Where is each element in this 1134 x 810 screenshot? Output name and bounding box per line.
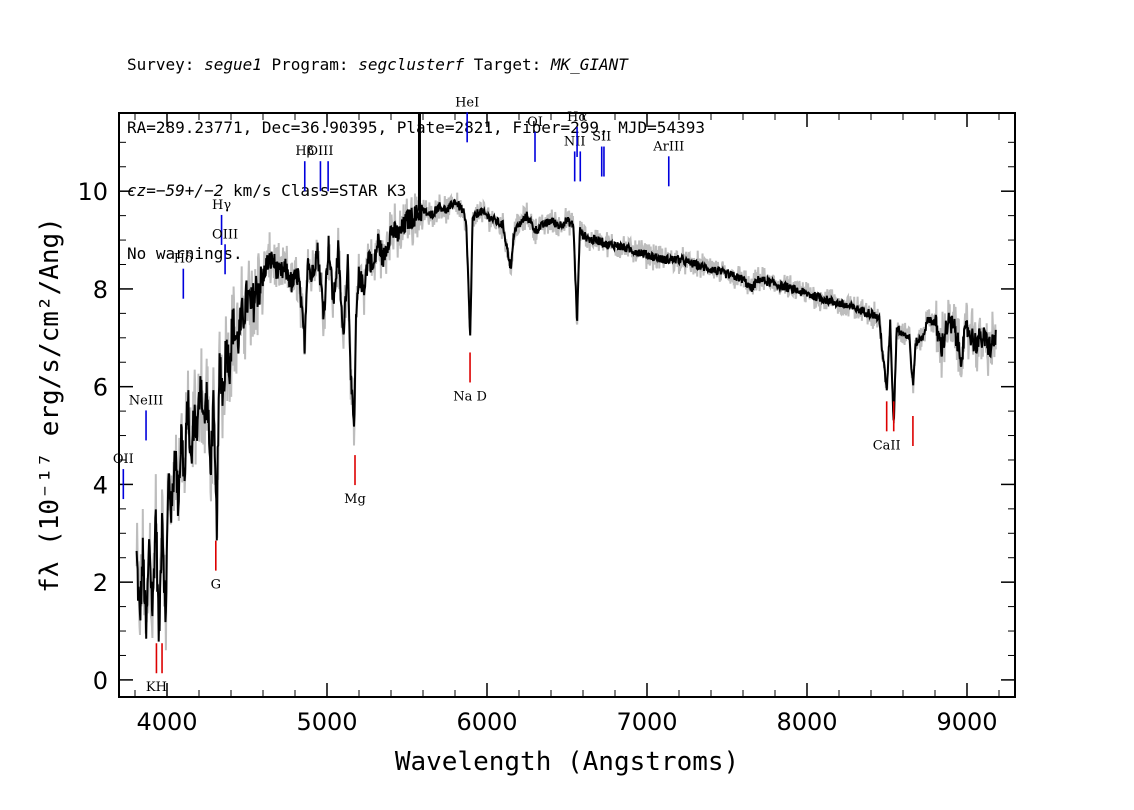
x-tick-label: 8000 [776,708,837,736]
target-label: Target: [464,55,551,74]
emission-line-label: ArIII [652,139,684,154]
survey-value: segue1 [204,55,262,74]
cz-label: cz [127,181,147,200]
y-tick-label: 10 [77,178,108,206]
header-line-coordinates: RA=289.23771, Dec=36.90395, Plate=2821, … [127,118,705,137]
absorption-line-label: KH [146,680,167,695]
x-axis-title: Wavelength (Angstroms) [395,747,739,777]
flux-error-band [135,192,997,651]
program-value: segclusterf [358,55,465,74]
emission-line-label: Hβ [295,144,314,159]
emission-line-label: Hγ [212,198,231,213]
cz-value: =−59+/−2 [146,181,224,200]
y-axis-title: fλ (10⁻¹⁷ erg/s/cm²/Ang) [35,217,65,593]
plot-frame [118,112,1016,698]
emission-line-label: HeI [455,95,479,110]
x-tick-label: 7000 [616,708,677,736]
program-label: Program: [261,55,359,74]
y-tick-label: 4 [93,471,108,499]
header-line-redshift: cz=−59+/−2 km/s Class=STAR K3 [127,180,705,201]
absorption-line-label: G [211,578,221,593]
x-tick-label: 6000 [456,708,517,736]
header-line-survey: Survey: segue1 Program: segclusterf Targ… [127,54,705,75]
target-value: MK_GIANT [550,55,628,74]
absorption-line-label: Mg [344,492,366,507]
x-tick-label: 4000 [136,708,197,736]
spectral-line-markers: OIINeIIIHδHγOIIIHβOIIIHeIOINIIHαSIIArIII… [113,95,914,695]
emission-line-label: NII [564,134,586,149]
x-tick-label: 5000 [296,708,357,736]
emission-line-label: SII [592,130,611,145]
absorption-line-label: Na D [453,389,487,404]
survey-label: Survey: [127,55,205,74]
emission-line-label: OII [113,452,134,467]
axis-ticks: 4000 5000 6000 7000 8000 9000 0 2 4 6 8 10 [77,113,1015,736]
flux-error-line [135,192,997,651]
y-tick-label: 8 [93,276,108,304]
emission-line-label: Hδ [174,252,193,267]
emission-line-label: OIII [307,144,333,159]
absorption-line-label: CaII [873,438,901,453]
y-tick-label: 2 [93,569,108,597]
emission-line-label: Hα [567,110,587,125]
spectrum-header: Survey: segue1 Program: segclusterf Targ… [127,12,705,285]
emission-line-label: NeIII [129,393,163,408]
x-tick-label: 9000 [936,708,997,736]
emission-line-label: OI [527,115,543,130]
emission-line-label: OIII [212,227,238,242]
y-tick-label: 0 [93,667,108,695]
header-line-warnings: No warnings. [127,244,243,263]
spectrum-series [135,113,997,642]
spectrum-line [135,198,997,642]
y-tick-label: 6 [93,374,108,402]
